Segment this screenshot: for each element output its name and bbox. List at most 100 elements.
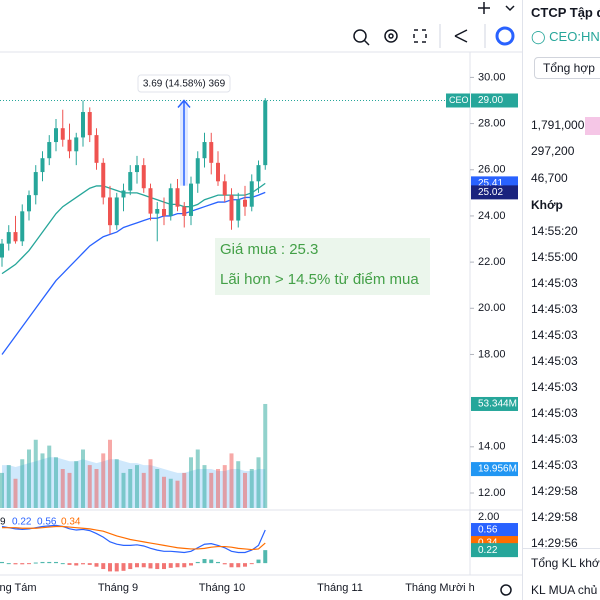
trade-time: 14:55:00 <box>531 250 578 264</box>
x-tick-label: ng Tám <box>0 582 37 594</box>
volume-bar <box>189 457 193 508</box>
macd-histogram-bar <box>114 563 119 572</box>
macd-axis-label: 2.00 <box>478 511 499 523</box>
macd-histogram-bar <box>108 563 112 572</box>
candle-body <box>256 165 261 182</box>
volume-bar <box>101 453 106 508</box>
volume-bar <box>256 457 261 508</box>
macd-legend: 9 <box>0 517 6 528</box>
candle-body <box>222 181 227 196</box>
y-tick-label: 28.00 <box>478 117 506 129</box>
macd-histogram-bar <box>94 563 99 567</box>
macd-histogram-bar <box>128 563 133 570</box>
trade-time: 14:45:03 <box>531 406 578 420</box>
candle-body <box>162 209 166 216</box>
measure-label: 3.69 (14.58%) 369 <box>143 79 226 90</box>
candle-body <box>60 128 65 140</box>
trade-time: 14:45:03 <box>531 328 578 342</box>
macd-histogram-bar <box>222 563 227 565</box>
macd-histogram-bar <box>243 563 247 567</box>
volume-bar <box>40 453 45 508</box>
volume-bar <box>141 472 146 508</box>
trade-time: 14:55:20 <box>531 224 578 238</box>
macd-histogram-bar <box>60 563 65 565</box>
toolbar <box>353 2 515 596</box>
candle-body <box>81 112 85 138</box>
candle-body <box>128 172 133 191</box>
zoom-icon[interactable] <box>353 29 367 43</box>
macd-histogram-bar <box>0 561 4 564</box>
axis-tag <box>471 462 518 477</box>
macd-histogram-bar <box>67 563 72 565</box>
candle-body <box>135 165 139 173</box>
fullscreen-icon[interactable] <box>413 29 427 43</box>
volume-bar <box>108 439 112 508</box>
candle-body <box>202 142 207 159</box>
macd-histogram-bar <box>195 561 200 564</box>
macd-histogram-bar <box>13 563 18 565</box>
candle-body <box>189 183 193 216</box>
volume-bar <box>222 465 227 508</box>
macd-histogram-bar <box>6 563 11 565</box>
settings-icon <box>388 33 394 39</box>
macd-histogram-bar <box>229 563 234 568</box>
volume-bar <box>114 459 119 508</box>
macd-histogram-bar <box>148 563 153 569</box>
volume-bar <box>216 469 220 508</box>
macd-histogram-bar <box>121 563 126 571</box>
volume-bar <box>155 469 160 508</box>
macd-histogram-bar <box>74 563 79 566</box>
candle-body <box>155 209 160 214</box>
axis-tag-label: 0.56 <box>478 525 498 536</box>
ma50-line <box>1 191 266 355</box>
volume-bar <box>6 465 11 508</box>
volume-bar <box>175 480 180 508</box>
axis-tag-label: 25.02 <box>478 187 503 198</box>
summary-button[interactable]: Tổng hợp <box>534 57 600 79</box>
volume-bar <box>209 472 214 508</box>
volume-bar <box>54 457 58 508</box>
candle-body <box>108 197 112 226</box>
tag-name: CEO <box>449 95 469 105</box>
volume-bar <box>121 472 126 508</box>
settings-icon[interactable] <box>500 584 512 596</box>
y-tick-label: 30.00 <box>478 71 506 83</box>
zoom-icon <box>363 39 370 46</box>
macd-legend: 0.56 <box>37 517 57 528</box>
volume-bar <box>128 469 133 508</box>
y-tick-label: 20.00 <box>478 302 506 314</box>
axis-tag <box>471 543 518 558</box>
y-tick-label: 18.00 <box>478 348 506 360</box>
macd-histogram-bar <box>263 550 268 564</box>
candle-body <box>182 206 187 216</box>
measure-arrowhead <box>177 99 191 108</box>
chart: 30.00 28.00 26.00 24.00 22.00 20.00 18.00 14.00… <box>0 2 522 596</box>
volume-bar <box>263 403 268 508</box>
note-box <box>215 238 430 295</box>
add-icon[interactable] <box>478 2 490 14</box>
collapse-icon[interactable] <box>505 5 515 12</box>
macd-histogram-bar <box>189 563 193 566</box>
axis-tag-label: 0.22 <box>478 545 498 556</box>
footer-text: KL MUA chủ đ <box>531 583 600 597</box>
volume-bar <box>148 459 153 508</box>
volume-bar <box>87 465 92 508</box>
candle-body <box>74 137 79 152</box>
macd-histogram-bar <box>249 563 254 565</box>
volume-bar <box>236 461 241 508</box>
volume-bar <box>27 449 31 508</box>
macd-histogram-bar <box>236 563 241 568</box>
share-icon[interactable] <box>454 29 468 43</box>
volume-bar <box>168 478 173 508</box>
axis-tag-label: 19.956M <box>478 464 517 475</box>
x-tick-label: Tháng 9 <box>98 582 138 594</box>
note-text: Giá mua : 25.3 <box>220 241 318 258</box>
volume-bar <box>135 465 139 508</box>
stat: 46,700 <box>531 171 568 185</box>
axis-tag <box>471 523 518 538</box>
settings-icon[interactable] <box>384 29 398 43</box>
macd-histogram-bar <box>168 563 173 568</box>
macd-histogram-bar <box>40 561 45 564</box>
axis-tag <box>471 396 518 411</box>
volume-bar <box>47 445 52 508</box>
